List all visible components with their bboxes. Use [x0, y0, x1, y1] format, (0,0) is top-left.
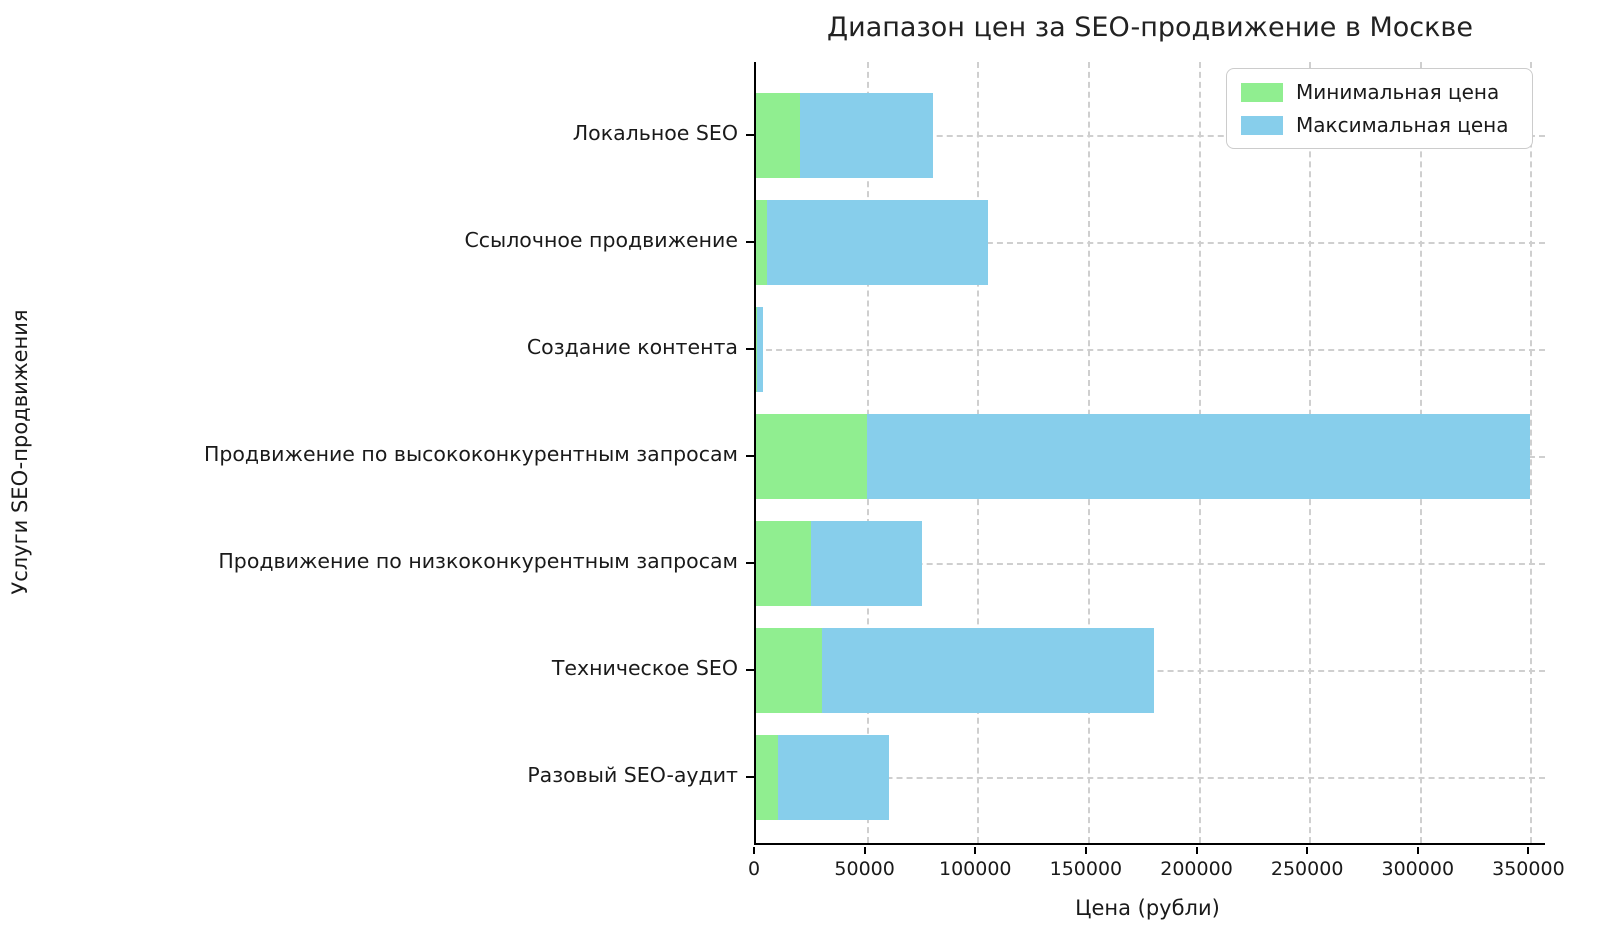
x-tick-label: 350000 — [1492, 858, 1565, 880]
category-label: Продвижение по высококонкурентным запрос… — [203, 442, 738, 466]
legend-label: Максимальная цена — [1296, 113, 1509, 137]
x-tick-label: 0 — [747, 858, 761, 880]
y-gridline — [756, 349, 1545, 351]
y-tick-mark — [746, 562, 754, 564]
legend-item: Минимальная цена — [1241, 80, 1518, 104]
x-tick-mark — [1084, 847, 1087, 854]
category-label: Ссылочное продвижение — [464, 228, 738, 252]
legend-swatch — [1241, 115, 1283, 135]
category-label: Разовый SEO-аудит — [527, 763, 738, 787]
y-tick-mark — [746, 669, 754, 671]
y-tick-mark — [746, 348, 754, 350]
max-price-bar — [778, 734, 889, 820]
min-price-bar — [756, 92, 801, 178]
max-price-bar — [757, 306, 763, 392]
y-gridline — [756, 777, 1545, 779]
x-tick-label: 300000 — [1381, 858, 1455, 880]
y-gridline — [756, 563, 1545, 565]
min-price-bar — [756, 413, 867, 499]
x-tick-label: 100000 — [938, 858, 1012, 880]
category-label: Локальное SEO — [572, 121, 738, 145]
legend: Минимальная цена Максимальная цена — [1226, 68, 1533, 149]
x-tick-mark — [1416, 847, 1419, 854]
min-price-bar — [756, 627, 823, 713]
min-price-bar — [756, 306, 758, 392]
y-gridline — [756, 242, 1545, 244]
min-price-bar — [756, 520, 812, 606]
min-price-bar — [756, 734, 779, 820]
category-label: Продвижение по низкоконкурентным запроса… — [218, 549, 738, 573]
x-tick-mark — [753, 847, 755, 854]
x-tick-label: 200000 — [1160, 858, 1233, 880]
legend-swatch — [1241, 82, 1283, 102]
x-tick-label: 250000 — [1270, 858, 1344, 880]
y-tick-mark — [746, 134, 754, 136]
chart-title: Диапазон цен за SEO-продвижение в Москве — [827, 12, 1473, 43]
x-tick-mark — [1527, 847, 1530, 854]
y-tick-mark — [746, 241, 754, 243]
x-tick-label: 50000 — [834, 858, 895, 880]
y-gridline — [756, 135, 1545, 137]
max-price-bar — [822, 627, 1155, 713]
min-price-bar — [756, 199, 768, 285]
x-tick-mark — [1306, 847, 1309, 854]
y-tick-mark — [746, 455, 754, 457]
x-tick-mark — [974, 847, 977, 854]
max-price-bar — [800, 92, 933, 178]
max-price-bar — [866, 413, 1531, 499]
plot-area — [754, 62, 1545, 845]
x-gridline — [1530, 62, 1533, 843]
max-price-bar — [767, 199, 989, 285]
x-axis-label: Цена (рубли) — [1075, 896, 1220, 920]
category-label: Техническое SEO — [551, 656, 738, 680]
legend-label: Минимальная цена — [1296, 80, 1500, 104]
legend-item: Максимальная цена — [1241, 113, 1518, 137]
x-tick-mark — [1195, 847, 1198, 854]
category-label: Создание контента — [526, 335, 738, 359]
y-tick-mark — [746, 776, 754, 778]
max-price-bar — [811, 520, 922, 606]
x-tick-label: 150000 — [1049, 858, 1123, 880]
x-tick-mark — [863, 847, 866, 854]
